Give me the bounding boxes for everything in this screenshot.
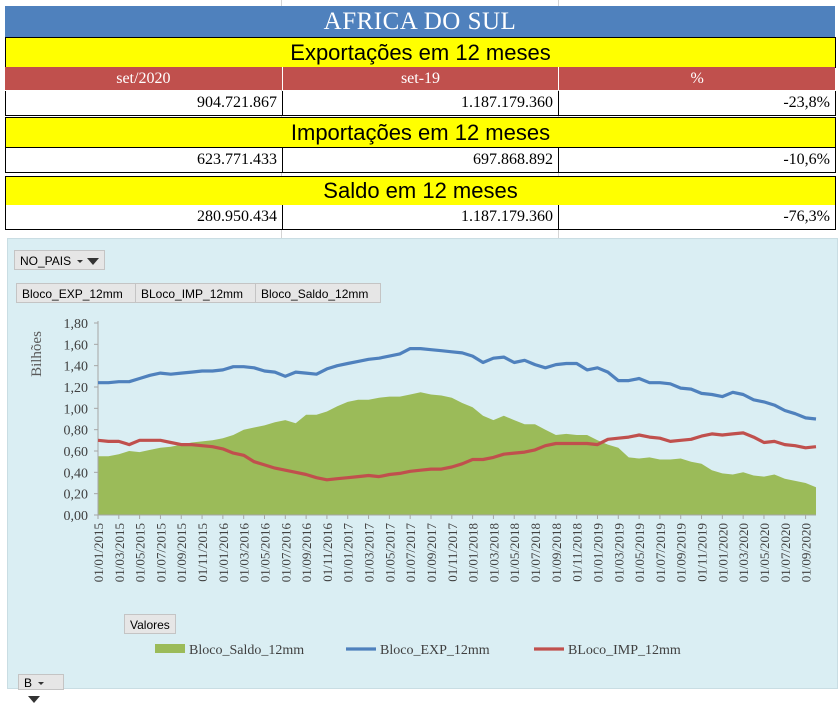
x-tick-label: 01/05/2019 — [632, 523, 647, 582]
dropdown-arrow-icon — [77, 260, 84, 264]
column-headers: set/2020 set-19 % — [5, 67, 835, 90]
legend-swatch — [155, 644, 185, 653]
saldo-values-row: 280.950.434 1.187.179.360 -76,3% — [5, 205, 836, 230]
series-button-imp[interactable]: BLoco_IMP_12mm — [135, 283, 256, 303]
x-tick-label: 01/11/2015 — [195, 523, 210, 582]
legend-label: Bloco_EXP_12mm — [380, 643, 490, 658]
legend-label: Bloco_Saldo_12mm — [189, 643, 304, 658]
filter-icon — [87, 258, 100, 266]
axis-layer — [97, 321, 816, 516]
x-tick-label: 01/09/2018 — [549, 523, 564, 582]
y-tick-label: 1,00 — [64, 402, 89, 417]
axis-field-button[interactable]: B — [18, 674, 64, 704]
x-tick-label: 01/09/2016 — [299, 523, 314, 583]
x-tick-label: 01/03/2020 — [736, 523, 751, 582]
series-button-saldo[interactable]: Bloco_Saldo_12mm — [255, 283, 381, 303]
x-tick-label: 01/11/2017 — [445, 523, 460, 582]
imp-percent: -10,6% — [783, 151, 830, 168]
chart-legend: Bloco_Saldo_12mm Bloco_EXP_12mm BLoco_IMP_… — [155, 643, 681, 658]
x-tick-label: 01/03/2016 — [237, 523, 252, 583]
x-tick-label: 01/09/2020 — [799, 523, 814, 582]
x-tick-label: 01/03/2017 — [362, 523, 377, 583]
x-tick-label: 01/01/2017 — [341, 523, 356, 583]
x-tick-label: 01/01/2019 — [591, 523, 606, 582]
x-tick-label: 01/07/2016 — [278, 523, 293, 583]
x-tick-label: 01/09/2017 — [424, 523, 439, 583]
dropdown-arrow-icon — [38, 682, 45, 686]
y-tick-labels: 0,00 0,20 0,40 0,60 0,80 1,00 1,20 1,40 1,60 1,80 — [64, 317, 98, 524]
exports-section-title: Exportações em 12 meses — [5, 37, 836, 68]
y-tick-label: 0,60 — [64, 445, 89, 460]
x-tick-label: 01/07/2018 — [528, 523, 543, 582]
header-current: set/2020 — [5, 67, 283, 90]
x-tick-label: 01/11/2019 — [695, 523, 710, 582]
saldo-section-title: Saldo em 12 meses — [5, 176, 836, 206]
saldo-current: 280.950.434 — [6, 205, 283, 229]
x-tick-label: 01/05/2020 — [757, 523, 772, 582]
imports-section-title: Importações em 12 meses — [5, 117, 836, 148]
country-title: AFRICA DO SUL — [5, 6, 835, 37]
header-previous: set-19 — [283, 67, 560, 90]
series-line-imp — [97, 431, 817, 482]
x-tick-label: 01/05/2017 — [382, 523, 397, 583]
x-tick-label: 01/07/2015 — [153, 523, 168, 582]
x-tick-label: 01/05/2015 — [133, 523, 148, 582]
legend-label: BLoco_IMP_12mm — [568, 643, 681, 658]
x-tick-label: 01/03/2015 — [112, 523, 127, 582]
x-tick-label: 01/01/2016 — [216, 523, 231, 583]
series-line-exp — [98, 346, 817, 421]
y-tick-label: 1,40 — [64, 360, 89, 375]
x-tick-label: 01/05/2018 — [507, 523, 522, 582]
series-button-exp[interactable]: Bloco_EXP_12mm — [16, 283, 136, 303]
x-tick-label: 01/07/2019 — [653, 523, 668, 582]
exp-current: 904.721.867 — [6, 91, 283, 115]
x-tick-label: 01/11/2016 — [320, 523, 335, 582]
saldo-previous: 1.187.179.360 — [283, 205, 559, 229]
line-chart: 0,00 0,20 0,40 0,60 0,80 1,00 1,20 1,40 1,60 1,80… — [29, 317, 817, 658]
pivot-chart-area[interactable]: NO_PAIS Bloco_EXP_12mm BLoco_IMP_12mm Bl… — [7, 238, 838, 704]
x-tick-label: 01/01/2018 — [466, 523, 481, 582]
filter-icon — [28, 696, 40, 704]
filter-button-no-pais[interactable]: NO_PAIS — [14, 250, 106, 270]
x-tick-label: 01/05/2016 — [258, 523, 273, 583]
y-tick-label: 0,20 — [64, 488, 89, 503]
exports-values-row: 904.721.867 1.187.179.360 -23,8% — [5, 91, 836, 116]
imports-values-row: 623.771.433 697.868.892 -10,6% — [5, 148, 836, 173]
x-tick-label: 01/09/2015 — [174, 523, 189, 582]
y-axis-label: Bilhões — [29, 331, 45, 377]
x-tick-label: 01/09/2019 — [674, 523, 689, 582]
imp-current: 623.771.433 — [6, 148, 283, 172]
x-tick-label: 01/03/2019 — [611, 523, 626, 582]
axis-field-label: B — [24, 676, 33, 690]
y-tick-label: 0,00 — [64, 509, 89, 524]
values-button[interactable]: Valores — [124, 614, 176, 634]
saldo-area-layer — [98, 392, 816, 515]
x-tick-label: 01/01/2020 — [715, 523, 730, 582]
imp-previous: 697.868.892 — [283, 148, 559, 172]
series-area-saldo — [98, 392, 816, 515]
x-tick-labels: 01/01/2015 01/03/2015 01/05/2015 01/07/2015… — [91, 515, 814, 582]
x-tick-label: 01/03/2018 — [486, 523, 501, 582]
y-tick-label: 1,80 — [64, 317, 89, 332]
exp-previous: 1.187.179.360 — [283, 91, 559, 115]
y-tick-label: 1,60 — [64, 338, 89, 353]
header-percent: % — [690, 70, 704, 87]
x-tick-label: 01/07/2017 — [403, 523, 418, 583]
lines-layer — [97, 346, 817, 482]
x-tick-label: 01/07/2020 — [778, 523, 793, 582]
exp-percent: -23,8% — [783, 94, 830, 111]
x-tick-label: 01/11/2018 — [570, 523, 585, 582]
y-tick-label: 1,20 — [64, 381, 89, 396]
filter-label: NO_PAIS — [20, 254, 72, 268]
x-tick-label: 01/01/2015 — [91, 523, 106, 582]
y-tick-label: 0,80 — [64, 424, 89, 439]
y-tick-label: 0,40 — [64, 466, 89, 481]
saldo-percent: -76,3% — [783, 208, 830, 225]
